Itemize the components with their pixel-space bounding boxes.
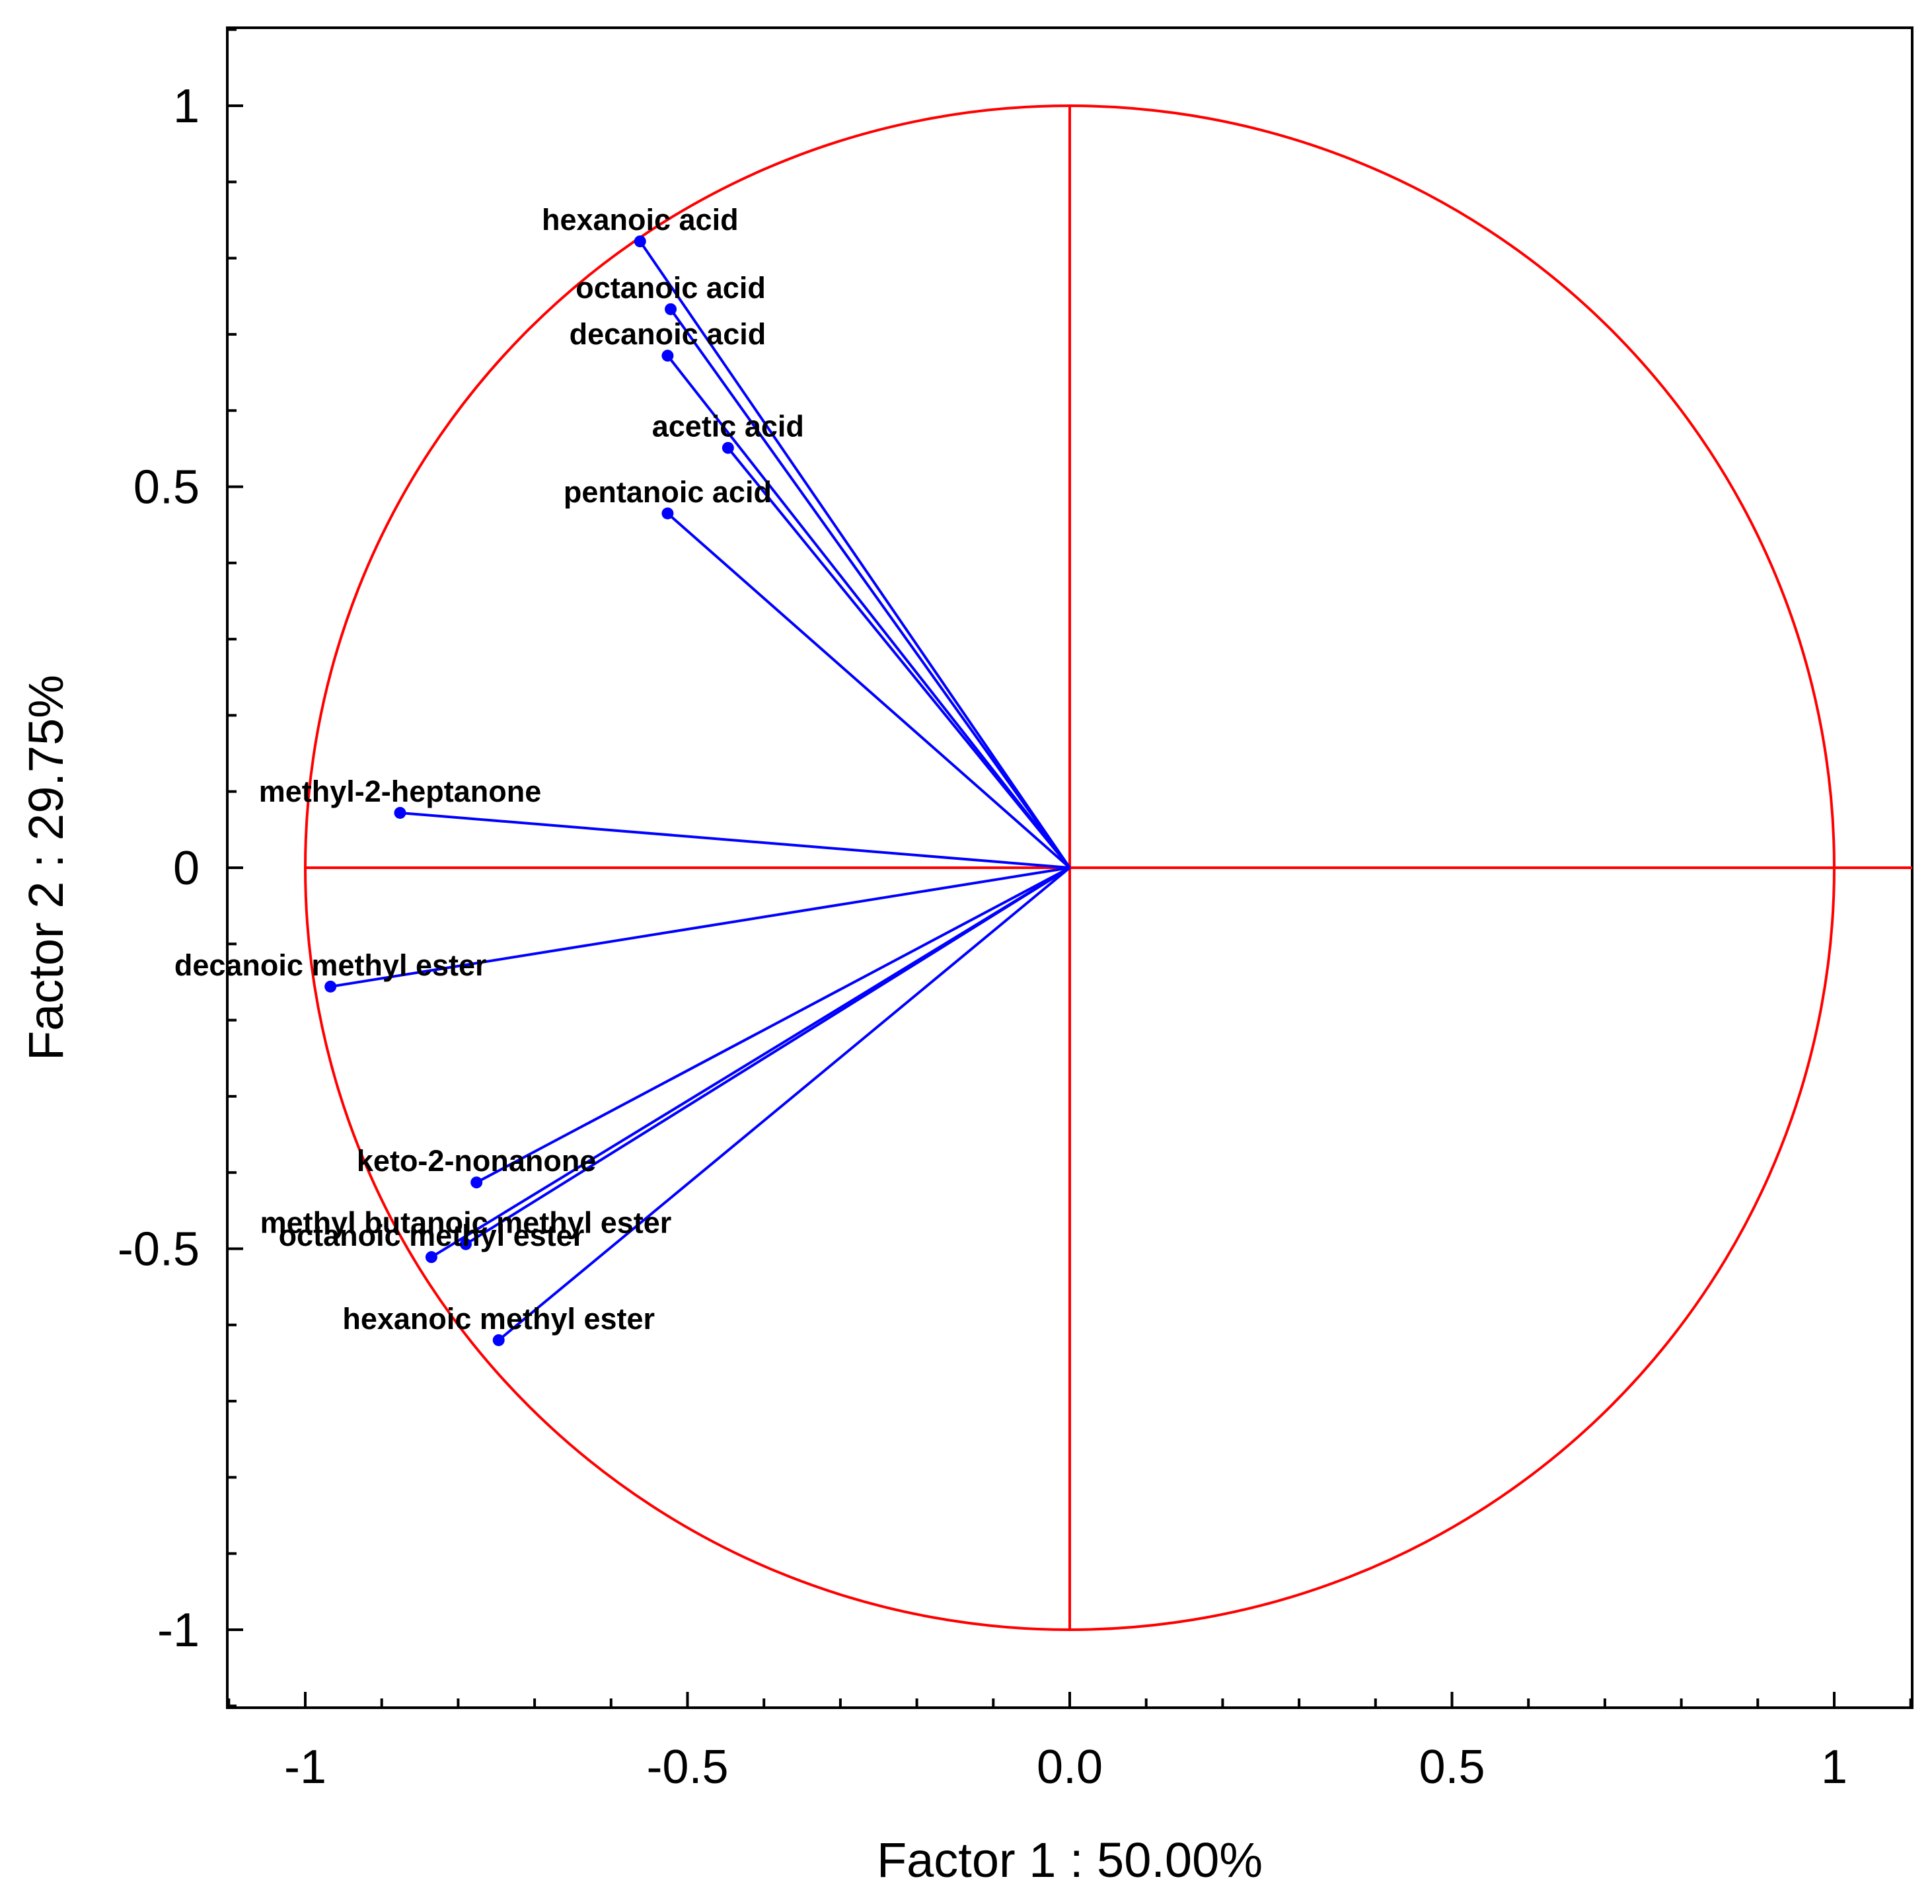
reference-lines: [305, 106, 1912, 1630]
axis-ticks: [227, 28, 1912, 1708]
loading-vector: [400, 811, 1070, 869]
loading-vector: [727, 447, 1071, 869]
variable-label: pentanoic acid: [564, 475, 772, 509]
loading-point: [459, 1238, 472, 1250]
loading-point: [661, 507, 674, 519]
loading-point: [665, 303, 677, 315]
variable-labels: hexanoic acid octanoic acid decanoic acid a…: [174, 203, 804, 1336]
loading-vector: [498, 866, 1071, 1342]
loading-point: [492, 1334, 505, 1346]
unit-circle: [304, 104, 1836, 1631]
loading-point: [634, 235, 646, 248]
variable-label: methyl butanoic methyl ester: [260, 1206, 672, 1240]
x-tick-label: -0.5: [646, 1741, 728, 1794]
y-tick-label: 0: [173, 842, 200, 895]
loading-vector: [669, 308, 1071, 869]
loading-vector: [639, 241, 1071, 869]
x-tick-label: 1: [1821, 1741, 1847, 1794]
loading-point: [394, 806, 406, 819]
unit-circle-group: [304, 104, 1836, 1631]
y-tick-label: 1: [173, 80, 200, 133]
variable-label: acetic acid: [652, 410, 804, 443]
y-tick-label: -1: [157, 1604, 200, 1657]
x-tick-label: 0.5: [1419, 1741, 1485, 1794]
variable-label: hexanoic acid: [542, 203, 739, 237]
variable-label: decanoic methyl ester: [174, 948, 487, 982]
loading-vector: [667, 512, 1071, 869]
loading-points: [324, 235, 734, 1346]
loading-vector: [430, 866, 1071, 1258]
loading-point: [470, 1176, 483, 1189]
x-axis-title: Factor 1 : 50.00%: [877, 1833, 1263, 1887]
x-tick-label: -1: [284, 1741, 326, 1794]
variable-label: methyl-2-heptanone: [259, 775, 542, 808]
loading-point: [661, 350, 674, 362]
loading-vectors: [330, 241, 1071, 1342]
loading-vector: [476, 866, 1070, 1184]
tick-labels: -1 -0.5 0.0 0.5 1 1 0.5 0 -0.5 -1: [118, 80, 1847, 1794]
variable-label: octanoic methyl ester: [279, 1219, 585, 1252]
variable-label: octanoic acid: [576, 271, 766, 305]
y-axis-title: Factor 2 : 29.75%: [19, 675, 73, 1061]
variable-label: keto-2-nonanone: [357, 1144, 597, 1178]
variable-label: decanoic acid: [570, 317, 766, 351]
loading-vector: [666, 354, 1071, 869]
loading-point: [324, 980, 337, 993]
x-tick-label: 0.0: [1037, 1741, 1103, 1794]
loading-vector: [330, 866, 1070, 988]
loading-point: [425, 1251, 437, 1264]
variable-label: hexanoic methyl ester: [342, 1302, 655, 1336]
y-tick-label: 0.5: [133, 461, 200, 514]
y-tick-label: -0.5: [118, 1223, 200, 1276]
loading-point: [722, 441, 734, 454]
